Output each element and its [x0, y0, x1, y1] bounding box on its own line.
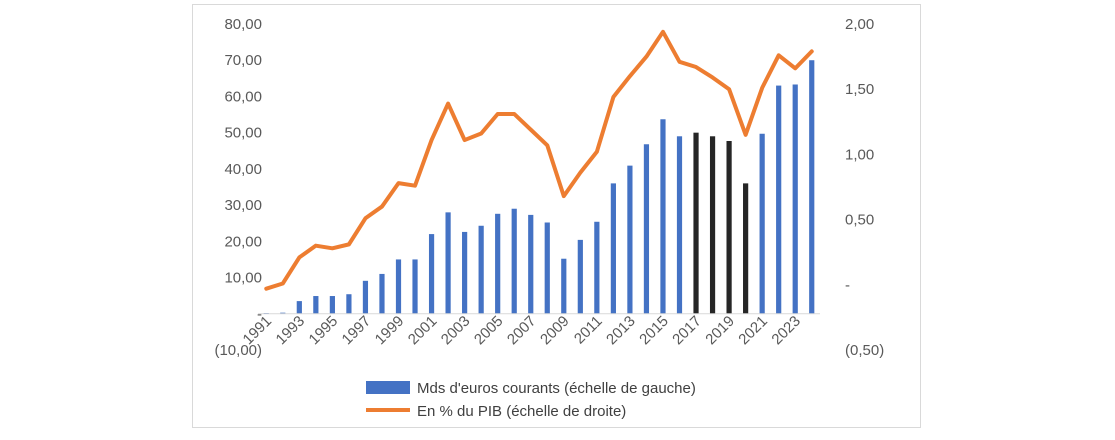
bar-2000 [412, 259, 418, 314]
x-tick-label: 2009 [537, 313, 573, 349]
right-tick-label: 1,00 [845, 146, 874, 163]
bar-2016 [676, 136, 683, 314]
bar-2009 [561, 258, 567, 314]
right-axis: 2,00 1,50 1,00 0,50 - (0,50) [845, 16, 884, 359]
bar-2024 [809, 60, 815, 314]
bar-1999 [395, 259, 402, 314]
bar-2018 [709, 136, 716, 314]
bar-2014 [643, 144, 650, 314]
line-series [264, 29, 814, 291]
chart-frame [192, 4, 921, 428]
left-tick-label: 30,00 [224, 197, 262, 214]
bar-1998 [379, 273, 385, 314]
bar-2022 [776, 85, 782, 314]
left-tick-label: 20,00 [224, 233, 262, 250]
left-axis: 80,00 70,00 60,00 50,00 40,00 30,00 20,00 10,00… [214, 16, 262, 359]
bar-2019 [726, 141, 732, 314]
left-tick-label: 80,00 [224, 16, 262, 33]
x-tick-label: 2011 [571, 313, 606, 348]
x-tick-label: 2017 [669, 313, 705, 349]
pib-line-path [264, 29, 814, 291]
bar-2010 [577, 239, 583, 314]
x-tick-label: 2021 [735, 313, 771, 349]
x-tick-label: 1997 [339, 313, 375, 349]
bar-2005 [495, 213, 501, 314]
bar-2012 [610, 183, 616, 314]
x-tick-label: 2019 [702, 313, 738, 349]
x-tick-label: 2005 [471, 313, 507, 349]
x-tick-label: 2013 [603, 313, 639, 349]
bar-2002 [445, 212, 451, 314]
x-tick-label: 1999 [372, 313, 408, 349]
right-tick-label: 1,50 [845, 81, 874, 98]
right-tick-label: 0,50 [845, 212, 874, 229]
legend-label-bars: Mds d'euros courants (échelle de gauche) [417, 380, 696, 397]
left-tick-label: (10,00) [214, 342, 262, 359]
right-tick-label: - [845, 277, 850, 294]
bar-1997 [362, 280, 369, 314]
bar-2020 [743, 183, 749, 314]
left-tick-label: 60,00 [224, 88, 262, 105]
bar-2013 [627, 165, 633, 314]
x-tick-label: 2023 [768, 313, 804, 349]
bar-series [263, 60, 815, 314]
bar-1996 [346, 294, 352, 314]
x-tick-label: 2015 [636, 313, 672, 349]
x-tick-label: 2003 [438, 313, 474, 349]
bar-2003 [462, 231, 468, 314]
x-tick-label: 1995 [306, 313, 342, 349]
bar-2004 [478, 225, 484, 314]
bar-2007 [528, 214, 534, 314]
x-tick-label: 2007 [504, 313, 540, 349]
left-tick-label: - [257, 306, 262, 323]
left-tick-label: 40,00 [224, 161, 262, 178]
bar-2017 [693, 132, 699, 314]
bar-2023 [792, 84, 798, 314]
left-tick-label: 70,00 [224, 52, 262, 69]
bar-2021 [759, 133, 765, 314]
bar-2006 [511, 208, 517, 314]
x-axis: 1991199319951997199920012003200520072009… [240, 313, 805, 349]
legend-label-line: En % du PIB (échelle de droite) [417, 403, 626, 420]
x-tick-label: 2001 [405, 313, 441, 349]
bar-2001 [428, 234, 435, 314]
left-tick-label: 10,00 [224, 270, 262, 287]
bar-2008 [544, 222, 550, 314]
left-tick-label: 50,00 [224, 125, 262, 142]
bar-2015 [660, 119, 666, 314]
bar-1993 [296, 301, 302, 314]
legend: Mds d'euros courants (échelle de gauche)… [366, 380, 696, 420]
bar-1992 [280, 312, 286, 314]
bar-1994 [313, 296, 319, 314]
x-tick-label: 1993 [273, 313, 309, 349]
right-tick-label: 2,00 [845, 16, 874, 33]
right-tick-label: (0,50) [845, 342, 884, 359]
bar-1995 [329, 296, 335, 314]
bar-2011 [594, 221, 600, 314]
legend-swatch-bars [366, 381, 410, 394]
